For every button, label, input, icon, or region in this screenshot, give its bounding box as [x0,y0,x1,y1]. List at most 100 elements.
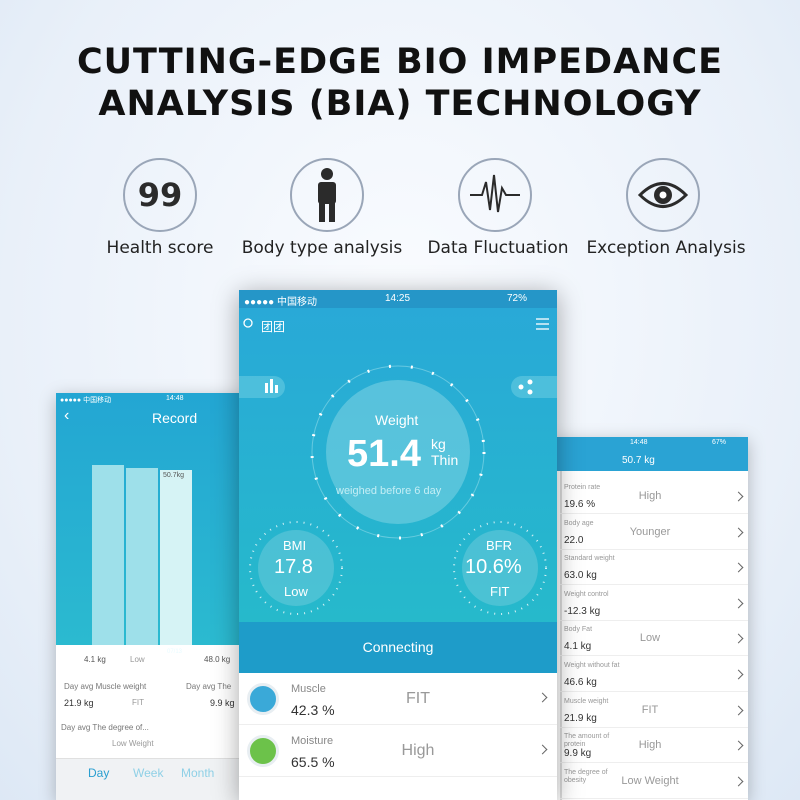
title-line: ANALYSIS (BIA) TECHNOLOGY [98,84,702,124]
row-status: Low Weight [621,774,679,787]
tab[interactable]: Month [181,766,215,780]
date-label: 07/13 [167,649,183,655]
feature-label: Health score [106,238,214,258]
bfr-label: BFR [486,538,512,553]
weight-note: weighed before 6 day [336,485,442,497]
row-value: 22.0 [564,534,584,546]
row-status: High [638,490,662,502]
row-label: The degree of obesity [564,768,608,784]
row-divider [560,762,748,764]
stat-label: Day avg The degree of... [61,723,149,732]
row-value: 46.6 kg [564,677,597,688]
row-name: Moisture [291,735,334,747]
cut-value: 48.0 kg [204,655,231,664]
connecting-label: Connecting [362,639,434,655]
bfr-value: 10.6% [465,556,522,578]
row-status: FIT [406,690,430,707]
row-chevron[interactable] [733,740,744,751]
status-time: 14:25 [385,293,411,304]
feature-label: Data Fluctuation [427,238,569,258]
row-value: 19.6 % [564,499,596,510]
row-divider [560,548,748,550]
row-divider [560,619,748,621]
stat-value: 21.9 kg [64,698,94,708]
right-phone: 14:48 67% 50.7 kg Protein rate 19.6 % High… [552,437,748,800]
status-carrier: ●●●●● 中国移动 [244,297,317,308]
stat-value: 9.9 kg [210,698,235,708]
row-divider [560,691,748,692]
tab-bar [56,758,246,800]
row-chevron[interactable] [733,669,744,680]
tab[interactable]: Day [88,766,110,780]
row-chevron[interactable] [733,527,744,538]
row-value: 63.0 kg [564,570,597,582]
row-chevron[interactable] [733,776,744,787]
tab[interactable]: Week [133,766,164,780]
bar [160,470,192,645]
row-value: -12.3 kg [564,605,601,617]
cut-value: 4.1 kg [84,655,106,664]
row-label: Standard weight [564,555,615,563]
row-chevron[interactable] [733,633,744,644]
date-label: 07/11 [133,649,148,655]
weight-value: 51.4 [347,433,421,475]
feature-label: Exception Analysis [586,238,746,258]
row-chevron[interactable] [733,562,744,573]
row-value: 21.9 kg [564,712,597,724]
row-divider [560,797,748,799]
row-chevron[interactable] [733,598,744,609]
health-score-icon: 99 [137,176,183,214]
stat-status: Low Weight [112,739,154,748]
row-divider [560,726,748,728]
bmi-status: Low [284,584,308,599]
user-name[interactable]: 团团 [261,320,286,334]
row-label: The amount of protein [564,733,610,749]
row-icon [247,683,279,715]
row-value: 42.3 % [291,702,335,718]
screen-title: 50.7 kg [622,455,655,466]
title-line: CUTTING-EDGE BIO IMPEDANCE [76,42,724,82]
row-chevron[interactable] [733,705,744,716]
row-divider [560,584,748,586]
row-label: Protein rate [564,484,601,491]
bfr-status: FIT [490,584,510,599]
row-label: Body age [564,519,594,527]
stat-label: Day avg The [186,682,232,691]
bar-label: 50.7kg [163,472,185,479]
row-label: Body Fat [564,626,593,634]
row-label: Weight without fat [564,662,620,669]
row-value: 65.5 % [291,754,335,770]
status-time: 14:48 [630,439,648,446]
row-background [239,673,557,725]
row-status: Low [639,632,661,645]
date-label: 07/07 [99,649,115,655]
row-label: Weight control [564,590,609,598]
bmi-label: BMI [283,538,307,553]
divider [560,471,562,800]
row-status: High [401,742,435,759]
status-battery: 72% [507,293,528,304]
connecting-bar [239,622,557,673]
gauges [239,318,557,615]
back-button[interactable]: ‹ [64,407,70,424]
header-bar [552,437,748,471]
center-phone: ●●●●● 中国移动 14:25 72% 团团 Weight 51.4 kg T… [239,290,557,800]
row-value: 4.1 kg [564,641,592,653]
status-bar [239,290,557,308]
feature-label: Body type analysis [241,238,403,258]
left-phone: ●●●●● 中国移动 14:48 ‹ Record 50.7kg 07/07 0… [56,393,246,800]
status-battery: 67% [712,439,727,446]
row-status: High [638,739,662,752]
row-name: Muscle [291,683,326,695]
row-divider [560,655,748,657]
row-label: Muscle weight [564,697,609,705]
bmi-value: 17.8 [274,556,313,578]
row-background [239,725,557,777]
row-status: Younger [629,525,671,538]
stat-label: Day avg Muscle weight [64,682,147,691]
row-chevron[interactable] [733,491,744,502]
row-icon [247,735,279,767]
stat-status: FIT [132,698,144,707]
weight-status: Thin [431,452,459,468]
